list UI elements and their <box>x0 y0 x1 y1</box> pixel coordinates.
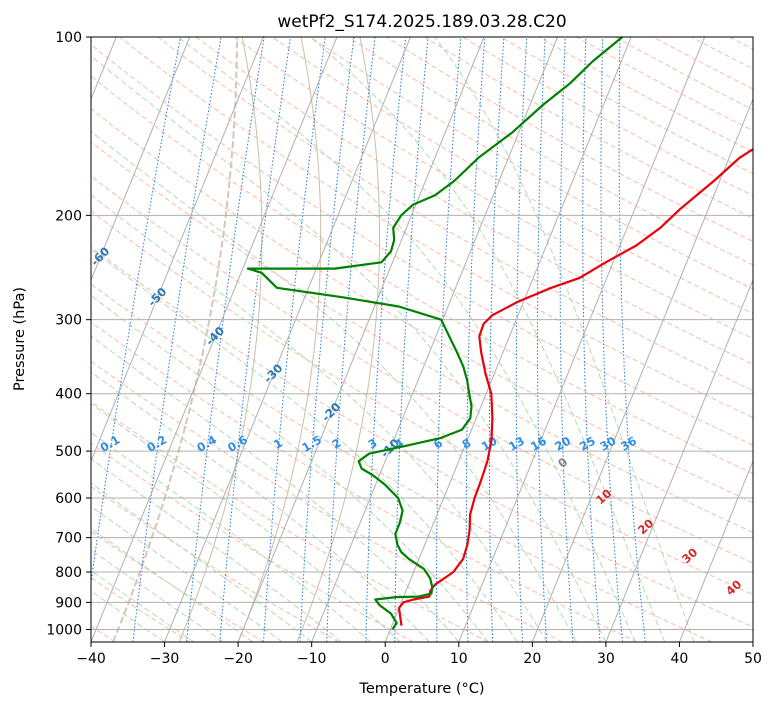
x-tick-label: 50 <box>744 651 762 667</box>
y-tick-label: 1000 <box>46 622 82 638</box>
y-tick-label: 700 <box>55 531 82 547</box>
x-tick-label: 10 <box>450 651 468 667</box>
x-tick-label: −30 <box>150 651 180 667</box>
x-tick-label: 20 <box>523 651 541 667</box>
y-tick-label: 600 <box>55 491 82 507</box>
x-tick-label: −10 <box>297 651 327 667</box>
x-tick-label: 0 <box>381 651 390 667</box>
x-tick-label: 30 <box>597 651 615 667</box>
y-axis-label: Pressure (hPa) <box>12 287 28 391</box>
x-tick-label: −40 <box>76 651 106 667</box>
y-tick-label: 100 <box>55 30 82 46</box>
x-tick-label: −20 <box>223 651 253 667</box>
y-tick-label: 200 <box>55 208 82 224</box>
chart-title: wetPf2_S174.2025.189.03.28.C20 <box>277 12 566 32</box>
y-tick-label: 300 <box>55 313 82 329</box>
x-axis-label: Temperature (°C) <box>358 681 484 697</box>
y-tick-label: 800 <box>55 565 82 581</box>
x-tick-label: 40 <box>671 651 689 667</box>
y-tick-label: 400 <box>55 387 82 403</box>
y-tick-label: 500 <box>55 444 82 460</box>
y-tick-label: 900 <box>55 595 82 611</box>
